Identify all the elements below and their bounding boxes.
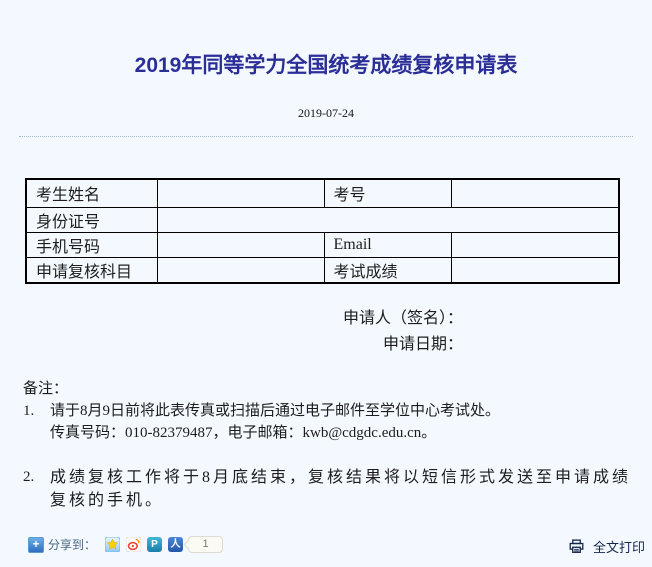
cell-exam-score-value: [450, 256, 620, 283]
cell-review-subject-value: [156, 256, 325, 283]
notes-section: 备注： 1. 请于8月9日前将此表传真或扫描后通过电子邮件至学位中心考试处。 传…: [23, 378, 642, 512]
note-text: 成绩复核工作将于8月底结束，复核结果将以短信形式发送至申请成绩 复核的手机。: [50, 466, 631, 512]
share-label: 分享到：: [48, 538, 97, 552]
publish-date: 2019-07-24: [298, 106, 354, 120]
label-candidate-name: 考生姓名: [25, 178, 158, 208]
cell-id-number-value: [156, 206, 620, 233]
table-row-name: 考生姓名 考号: [25, 178, 620, 208]
notes-heading: 备注：: [23, 380, 69, 397]
note-number: 2.: [23, 468, 35, 485]
share-count-bubble[interactable]: 1: [188, 536, 224, 553]
note-item-2: 2. 成绩复核工作将于8月底结束，复核结果将以短信形式发送至申请成绩 复核的手机…: [23, 466, 642, 512]
p-badge-icon[interactable]: P: [147, 537, 163, 552]
label-exam-score: 考试成绩: [323, 256, 452, 283]
note-line: 请于8月9日前将此表传真或扫描后通过电子邮件至学位中心考试处。: [50, 402, 501, 419]
note-text: 请于8月9日前将此表传真或扫描后通过电子邮件至学位中心考试处。 传真号码：010…: [50, 400, 500, 444]
article-page: 2019年同等学力全国统考成绩复核申请表 2019-07-24 考生姓名 考号 …: [0, 0, 652, 512]
page-footer: + 分享到： P: [0, 535, 652, 559]
table-row-subject: 申请复核科目 考试成绩: [25, 256, 620, 283]
label-email: Email: [323, 231, 452, 258]
application-form-table: 考生姓名 考号 身份证号 手机号码 Email 申请复核科目 考试成绩: [25, 178, 620, 284]
signature-block: 申请人（签名）： 申请日期：: [0, 306, 652, 358]
label-exam-number: 考号: [323, 178, 452, 208]
dotted-divider: [19, 136, 633, 137]
note-number: 1.: [23, 402, 35, 419]
renren-icon[interactable]: 人: [168, 537, 184, 552]
weibo-icon[interactable]: [126, 537, 142, 552]
page-title: 2019年同等学力全国统考成绩复核申请表: [134, 54, 518, 77]
cell-exam-number-value: [450, 178, 620, 208]
table-row-phone: 手机号码 Email: [25, 231, 620, 258]
note-line: 传真号码：010-82379487，电子邮箱：kwb@cdgdc.edu.cn。: [50, 424, 437, 441]
label-review-subject: 申请复核科目: [25, 256, 158, 283]
printer-icon: [569, 539, 584, 553]
qzone-icon[interactable]: [105, 537, 121, 552]
applicant-signature-label: 申请人（签名）：: [342, 309, 463, 327]
cell-email-value: [450, 231, 620, 258]
application-date-label: 申请日期：: [382, 335, 463, 353]
cell-phone-value: [156, 231, 325, 258]
note-line: 复核的手机。: [50, 491, 165, 509]
note-item-1: 1. 请于8月9日前将此表传真或扫描后通过电子邮件至学位中心考试处。 传真号码：…: [23, 400, 642, 444]
print-button[interactable]: 全文打印: [569, 537, 645, 556]
table-row-id: 身份证号: [25, 206, 620, 233]
label-id-number: 身份证号: [25, 206, 158, 233]
share-icons-group: P 人: [105, 537, 184, 552]
label-phone: 手机号码: [25, 231, 158, 258]
print-label: 全文打印: [592, 540, 645, 555]
cell-candidate-name-value: [156, 178, 325, 208]
note-line: 成绩复核工作将于8月底结束，复核结果将以短信形式发送至申请成绩: [50, 468, 632, 486]
share-plus-icon[interactable]: +: [28, 536, 44, 553]
share-bar: + 分享到： P: [28, 536, 224, 553]
